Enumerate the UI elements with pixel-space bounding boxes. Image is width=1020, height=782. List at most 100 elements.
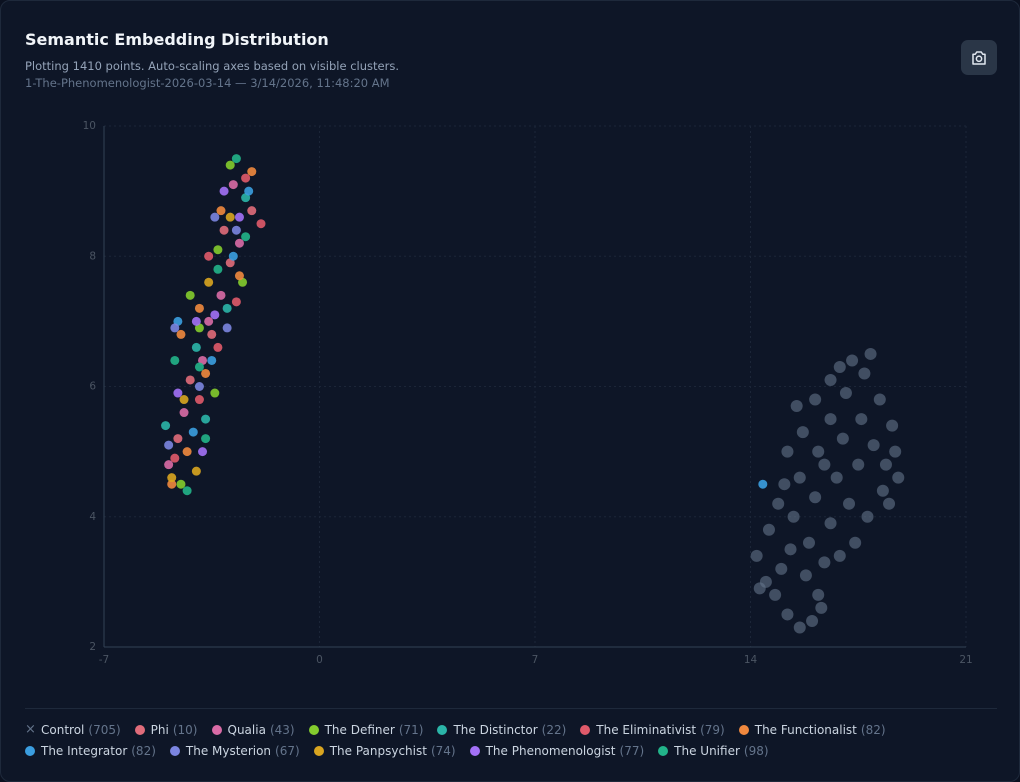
point	[876, 484, 889, 497]
point	[225, 160, 235, 170]
legend-item: The Functionalist (82)	[738, 720, 886, 739]
legend-count: (79)	[700, 722, 725, 737]
legend-count: (43)	[269, 722, 295, 737]
legend-label: Qualia	[227, 722, 266, 737]
point	[176, 479, 186, 489]
point	[815, 601, 828, 614]
legend-count: (74)	[430, 743, 456, 758]
legend-item: The Definer (71)	[308, 720, 424, 739]
point	[824, 413, 837, 426]
point	[204, 316, 214, 326]
point	[201, 414, 211, 424]
x-tick-label: -7	[99, 654, 109, 666]
legend-label: The Definer	[324, 722, 395, 737]
point	[164, 440, 174, 450]
point	[849, 536, 862, 549]
point	[179, 408, 189, 418]
point	[231, 225, 241, 235]
point	[204, 277, 214, 287]
legend-label: The Eliminativist	[596, 722, 697, 737]
point	[219, 186, 229, 196]
point	[210, 388, 220, 398]
legend-marker	[437, 724, 448, 735]
legend-label: The Unifier	[674, 743, 740, 758]
camera-icon	[972, 50, 986, 65]
legend-item: Qualia (43)	[211, 720, 295, 739]
legend-label: The Phenomenologist	[485, 743, 616, 758]
legend-count: (82)	[860, 722, 886, 737]
point	[793, 621, 806, 634]
legend-label: The Panpsychist	[329, 743, 427, 758]
point	[793, 471, 806, 484]
point	[201, 368, 211, 378]
point	[182, 486, 192, 496]
point	[241, 232, 251, 242]
point	[852, 458, 865, 471]
point	[207, 355, 217, 365]
point	[799, 569, 812, 582]
legend-marker	[658, 745, 669, 756]
legend-label: Phi	[150, 722, 169, 737]
point	[210, 212, 220, 222]
legend-count: (705)	[88, 722, 121, 737]
point	[762, 523, 775, 536]
point	[241, 173, 251, 183]
point	[818, 556, 831, 569]
point	[191, 316, 201, 326]
point	[244, 186, 254, 196]
point	[191, 466, 201, 476]
point	[778, 478, 791, 491]
point	[861, 510, 874, 523]
legend-count: (71)	[398, 722, 424, 737]
legend-marker	[469, 745, 480, 756]
legend-count: (82)	[131, 743, 156, 758]
x-tick-label: 7	[532, 654, 539, 666]
point	[161, 421, 171, 431]
point	[234, 271, 244, 281]
x-tick-label: 0	[316, 654, 323, 666]
point	[194, 362, 204, 372]
legend-item: The Eliminativist (79)	[580, 720, 725, 739]
legend-item: The Phenomenologist (77)	[469, 741, 645, 760]
point	[833, 549, 846, 562]
legend-marker	[313, 745, 324, 756]
point	[772, 497, 785, 510]
point	[846, 354, 859, 367]
point	[185, 290, 195, 300]
point	[809, 393, 822, 406]
point	[833, 360, 846, 373]
point	[228, 251, 238, 261]
legend-label: Control	[41, 722, 85, 737]
screenshot-button[interactable]	[961, 40, 997, 75]
point	[790, 400, 803, 413]
point	[836, 432, 849, 445]
point	[830, 471, 843, 484]
point	[170, 453, 180, 463]
point	[769, 588, 782, 601]
point	[796, 426, 809, 439]
legend-count: (77)	[619, 743, 645, 758]
legend-item: The Integrator (82)	[25, 741, 156, 760]
point	[867, 439, 880, 452]
point	[228, 180, 238, 190]
point	[812, 445, 825, 458]
point	[188, 427, 198, 437]
legend-label: The Integrator	[41, 743, 128, 758]
point	[750, 549, 763, 562]
legend-item: Phi (10)	[134, 720, 198, 739]
point	[201, 434, 211, 444]
point	[855, 413, 868, 426]
caption: 1-The-Phenomenologist-2026-03-14 — 3/14/…	[25, 76, 390, 90]
point	[231, 154, 241, 164]
point	[781, 445, 794, 458]
legend-marker	[25, 745, 35, 756]
point	[753, 582, 766, 595]
point	[864, 347, 877, 360]
chart-title: Semantic Embedding Distribution	[25, 30, 329, 49]
legend-count: (10)	[172, 722, 198, 737]
point	[225, 212, 235, 222]
legend-item: The Panpsychist (74)	[313, 741, 456, 760]
legend-count: (22)	[541, 722, 567, 737]
point	[173, 434, 183, 444]
point	[234, 212, 244, 222]
